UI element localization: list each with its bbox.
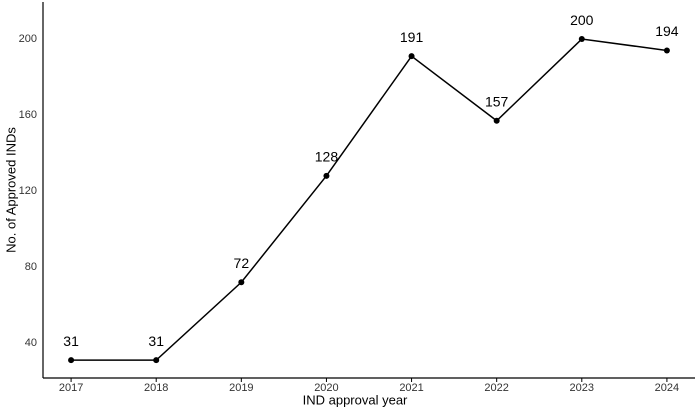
data-label: 128 — [315, 149, 339, 165]
x-tick-label: 2018 — [144, 382, 168, 394]
y-tick-label: 40 — [25, 337, 37, 349]
point — [578, 36, 585, 43]
y-axis-title: No. of Approved INDs — [3, 127, 18, 253]
x-tick-label: 2017 — [59, 382, 83, 394]
point — [408, 53, 415, 60]
data-label: 31 — [63, 333, 79, 349]
point — [238, 279, 245, 286]
x-tick-label: 2021 — [399, 382, 423, 394]
y-tick-label: 120 — [19, 185, 37, 197]
line — [71, 38, 668, 361]
data-label: 72 — [234, 255, 250, 271]
point — [153, 357, 160, 364]
point — [323, 172, 330, 179]
x-tick-label: 2019 — [229, 382, 253, 394]
y-tick-label: 80 — [25, 261, 37, 273]
y-tick-label: 200 — [19, 33, 37, 45]
y-tick-label: 160 — [19, 109, 37, 121]
x-tick-label: 2023 — [570, 382, 594, 394]
data-label: 194 — [655, 23, 679, 39]
x-axis-title: IND approval year — [303, 392, 408, 407]
point — [663, 47, 670, 54]
data-label: 200 — [570, 12, 594, 28]
x-tick-label: 2024 — [655, 382, 679, 394]
point — [493, 117, 500, 124]
x-tick-label: 2020 — [314, 382, 338, 394]
x-tick-label: 2022 — [484, 382, 508, 394]
data-label: 191 — [400, 29, 424, 45]
point — [68, 357, 75, 364]
data-label: 157 — [485, 93, 509, 109]
data-label: 31 — [148, 333, 164, 349]
